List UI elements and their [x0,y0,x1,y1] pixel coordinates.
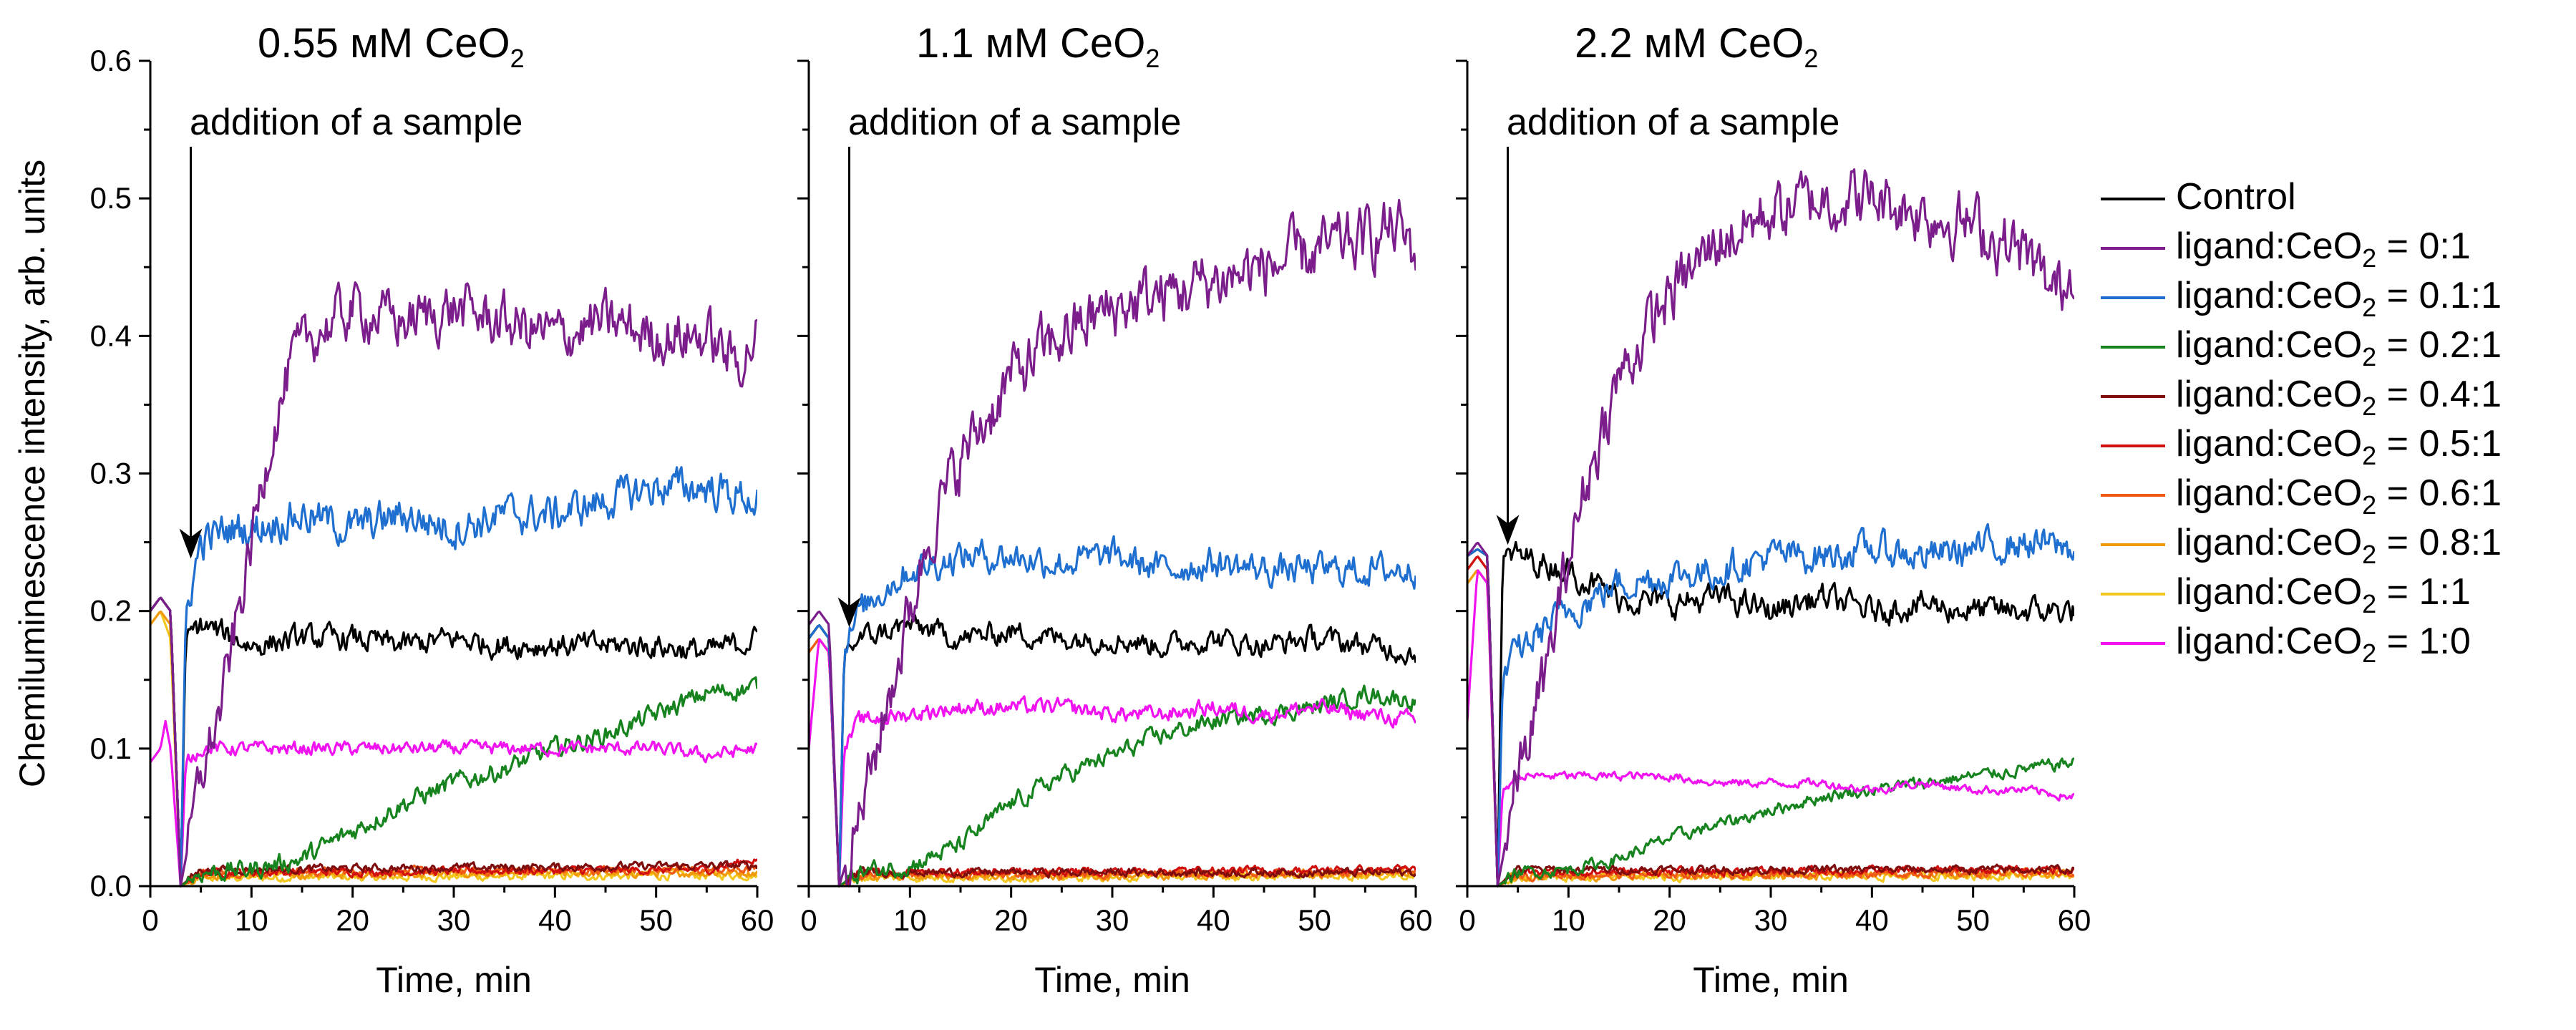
panel-1: 0 10 20 30 40 50 60 0.0 0.1 0.2 0.3 0.4 0.5 0.6 Time, … [12,20,774,1000]
y-tick-label: 0.2 [90,594,132,628]
legend-label: ligand:CeO2 = 1:1 [2176,571,2471,618]
annotation-text: addition of a sample [848,102,1181,143]
series-line-r0-1-1 [809,535,1416,888]
y-tick-label: 0.6 [90,44,132,77]
y-tick-label: 0.1 [90,732,132,765]
legend-item-r0-1-1: ligand:CeO2 = 0.1:1 [2101,275,2502,322]
legend-label: ligand:CeO2 = 0:1 [2176,225,2471,273]
series-line-r0-8-1 [809,638,1416,888]
annotation-arrow-head [1496,515,1520,545]
legend-label: Control [2176,176,2296,218]
series-line-r0-1-1 [1467,523,2074,888]
panel-3: 0 10 20 30 40 50 60 Time, min 2.2 мМ CeO2 additio… [1456,20,2091,1000]
series-line-control [809,613,1416,888]
series-line-r0-2-1 [1467,548,2074,888]
legend-label: ligand:CeO2 = 0.4:1 [2176,374,2502,421]
series-group [150,281,757,888]
series-line-r0-1 [1467,168,2074,888]
x-tick-label: 60 [741,903,774,937]
x-tick-label: 30 [1096,903,1129,937]
series-line-r1-1 [809,638,1416,888]
x-tick-label: 10 [893,903,927,937]
series-line-r0-1 [150,281,757,888]
series-line-r0-1-1 [150,466,757,888]
series-line-r0-1 [809,198,1416,888]
x-tick-label: 60 [1399,903,1433,937]
series-group [809,198,1416,888]
series-line-r0-2-1 [150,596,757,888]
legend-item-r1-0: ligand:CeO2 = 1:0 [2101,621,2471,668]
chart-panels: 0 10 20 30 40 50 60 0.0 0.1 0.2 0.3 0.4 0.5 0.6 Time, … [12,20,2091,1000]
annotation-text: addition of a sample [190,102,523,143]
x-tick-label: 30 [437,903,471,937]
series-line-r0-6-1 [809,638,1416,888]
series-group [1467,168,2074,888]
x-tick-label: 20 [1653,903,1686,937]
y-tick-label: 0.0 [90,869,132,903]
legend-item-r0-2-1: ligand:CeO2 = 0.2:1 [2101,324,2502,371]
legend-label: ligand:CeO2 = 0.2:1 [2176,324,2502,371]
x-axis-title: Time, min [376,960,532,1000]
y-tick-label: 0.4 [90,319,132,352]
series-line-r1-0 [150,719,757,888]
x-axis-title: Time, min [1034,960,1190,1000]
x-tick-label: 10 [1552,903,1585,937]
x-tick-label: 30 [1754,903,1788,937]
panel-title: 0.55 мМ CeO2 [258,20,525,73]
annotation-arrow-head [179,528,203,559]
x-tick-label: 20 [336,903,369,937]
y-axis-title: Chemiluminescence intensity, arb. units [12,160,52,787]
y-tick-label: 0.5 [90,181,132,215]
panel-title: 1.1 мМ CeO2 [916,20,1160,73]
x-tick-label: 0 [142,903,158,937]
panel-title: 2.2 мМ CeO2 [1575,20,1818,73]
legend-label: ligand:CeO2 = 0.8:1 [2176,522,2502,569]
series-line-r1-0 [809,638,1416,888]
x-tick-label: 10 [235,903,268,937]
annotation-text: addition of a sample [1507,102,1839,143]
annotation-arrow-head [837,597,861,628]
series-line-control [150,596,757,888]
x-tick-label: 50 [1298,903,1331,937]
x-tick-label: 0 [1459,903,1475,937]
panel-2: 0 10 20 30 40 50 60 Time, min 1.1 мМ CeO2 additio… [797,20,1432,1000]
x-tick-label: 40 [1855,903,1889,937]
legend-item-r1-1: ligand:CeO2 = 1:1 [2101,571,2471,618]
x-tick-label: 60 [2058,903,2091,937]
x-tick-label: 40 [538,903,572,937]
legend-label: ligand:CeO2 = 0.6:1 [2176,472,2502,520]
legend-item-r0-4-1: ligand:CeO2 = 0.4:1 [2101,374,2502,421]
legend-label: ligand:CeO2 = 1:0 [2176,621,2471,668]
legend-item-r0-8-1: ligand:CeO2 = 0.8:1 [2101,522,2502,569]
x-tick-label: 50 [639,903,673,937]
series-line-r0-4-1 [809,624,1416,888]
legend-label: ligand:CeO2 = 0.1:1 [2176,275,2502,322]
legend-label: ligand:CeO2 = 0.5:1 [2176,423,2502,470]
x-tick-label: 50 [1956,903,1990,937]
x-tick-label: 0 [800,903,817,937]
series-line-r1-0 [1467,569,2074,888]
legend-item-r0-6-1: ligand:CeO2 = 0.6:1 [2101,472,2502,520]
x-tick-label: 40 [1197,903,1230,937]
x-tick-label: 20 [994,903,1028,937]
legend-item-r0-5-1: ligand:CeO2 = 0.5:1 [2101,423,2502,470]
legend-item-r0-1: ligand:CeO2 = 0:1 [2101,225,2471,273]
legend-item-control: Control [2101,176,2296,218]
x-axis-title: Time, min [1693,960,1849,1000]
y-tick-label: 0.3 [90,457,132,490]
